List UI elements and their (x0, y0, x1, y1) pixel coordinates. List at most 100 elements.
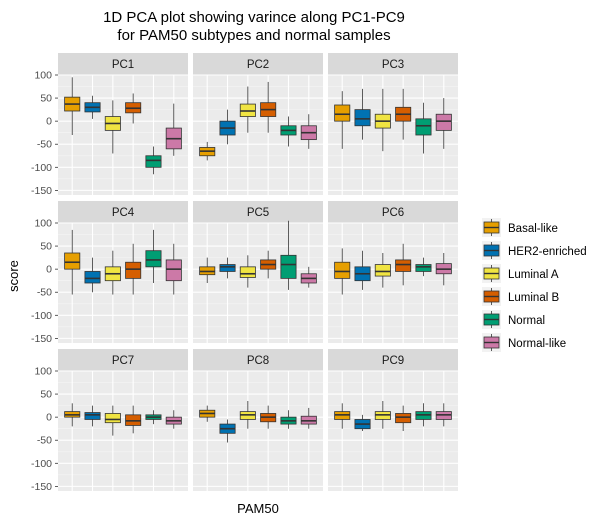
box-normal (415, 403, 432, 427)
box-body (165, 259, 182, 282)
facet-pc1: PC1 100 50 0 -50 -100 -150 (31, 53, 188, 197)
box-luminal-a (239, 401, 256, 429)
box-normal (280, 116, 297, 147)
box-her2-enriched (219, 257, 236, 279)
facet-strip-label: PC6 (382, 207, 404, 219)
facet-pc4: PC4 100 50 0 -50 -100 -150 (31, 201, 188, 345)
chart-title-line-1: 1D PCA plot showing varince along PC1-PC… (103, 9, 405, 26)
box-body (374, 264, 391, 277)
y-tick-label: -50 (37, 139, 52, 151)
box-normal (145, 146, 162, 175)
box-luminal-b (125, 243, 142, 295)
box-her2-enriched (84, 95, 101, 119)
legend-item-normal: Normal (482, 310, 545, 329)
box-body (435, 113, 452, 131)
box-luminal-b (125, 93, 142, 124)
y-tick-label: 0 (46, 116, 52, 128)
box-normal (280, 410, 297, 429)
y-tick-label: -100 (31, 162, 52, 174)
box-her2-enriched (354, 414, 371, 431)
box-normal (145, 410, 162, 425)
panel-background (58, 223, 188, 343)
legend-label: Normal (508, 315, 545, 327)
box-normal (280, 220, 297, 290)
box-normal-like (435, 253, 452, 286)
facet-strip-label: PC2 (247, 59, 269, 71)
facet-strip (58, 201, 188, 223)
box-body (84, 271, 101, 284)
panel-background (328, 75, 458, 195)
facet-pc9: PC9 (328, 349, 458, 491)
panel-background (193, 371, 323, 491)
box-normal-like (300, 114, 317, 149)
box-normal-like (165, 410, 182, 429)
box-body (415, 118, 432, 136)
box-luminal-a (374, 88, 391, 152)
box-body (125, 261, 142, 279)
box-normal (415, 257, 432, 277)
y-tick-label: 100 (34, 70, 52, 82)
box-her2-enriched (354, 88, 371, 140)
facet-strip (328, 349, 458, 371)
box-basal-like (199, 141, 216, 161)
box-luminal-b (395, 88, 412, 140)
box-normal (145, 229, 162, 283)
facet-strip (58, 53, 188, 75)
y-tick-label: -50 (37, 287, 52, 299)
box-luminal-a (104, 405, 121, 436)
legend-item-luminal-a: Luminal A (482, 264, 559, 283)
box-her2-enriched (219, 419, 236, 443)
box-normal-like (165, 103, 182, 156)
panel-background (328, 223, 458, 343)
y-tick-label: -150 (31, 333, 52, 345)
box-body (395, 259, 412, 272)
y-tick-label: 0 (46, 264, 52, 276)
box-basal-like (199, 405, 216, 422)
box-luminal-b (260, 405, 277, 429)
box-body (395, 413, 412, 424)
legend-label: HER2-enriched (508, 246, 587, 258)
box-luminal-b (125, 405, 142, 434)
box-normal-like (435, 403, 452, 427)
facet-strip-label: PC7 (112, 355, 134, 367)
legend-label: Basal-like (508, 223, 558, 235)
facet-strip-label: PC5 (247, 207, 269, 219)
facet-strip (193, 349, 323, 371)
box-basal-like (334, 248, 351, 295)
y-tick-label: 50 (40, 241, 52, 253)
box-body (334, 104, 351, 122)
box-luminal-a (374, 253, 391, 288)
box-body (64, 252, 81, 270)
y-tick-label: 0 (46, 412, 52, 424)
box-body (239, 266, 256, 278)
box-her2-enriched (354, 250, 371, 290)
x-axis-title: PAM50 (237, 501, 279, 516)
box-body (145, 250, 162, 268)
box-luminal-b (395, 405, 412, 431)
y-tick-label: 50 (40, 389, 52, 401)
box-luminal-b (395, 243, 412, 286)
facet-pc5: PC5 (193, 201, 323, 343)
y-tick-label: 100 (34, 218, 52, 230)
box-basal-like (199, 257, 216, 283)
box-luminal-b (260, 81, 277, 133)
facet-strip (193, 201, 323, 223)
legend-label: Luminal A (508, 269, 559, 281)
facet-panels: PC1 100 50 0 -50 -100 -150 PC2 PC3 PC4 100 50 0 -50 -1… (31, 53, 458, 493)
box-her2-enriched (219, 109, 236, 145)
box-body (334, 261, 351, 279)
box-her2-enriched (84, 257, 101, 293)
panel-background (58, 371, 188, 491)
y-tick-label: -150 (31, 481, 52, 493)
facet-strip-label: PC1 (112, 59, 134, 71)
y-tick-label: -100 (31, 458, 52, 470)
box-luminal-b (260, 250, 277, 279)
box-basal-like (334, 403, 351, 429)
facet-strip (328, 53, 458, 75)
y-tick-label: -100 (31, 310, 52, 322)
box-basal-like (64, 229, 81, 295)
legend-item-normal-like: Normal-like (482, 333, 566, 352)
box-basal-like (64, 77, 81, 135)
legend-item-luminal-b: Luminal B (482, 287, 559, 306)
box-normal-like (300, 266, 317, 288)
